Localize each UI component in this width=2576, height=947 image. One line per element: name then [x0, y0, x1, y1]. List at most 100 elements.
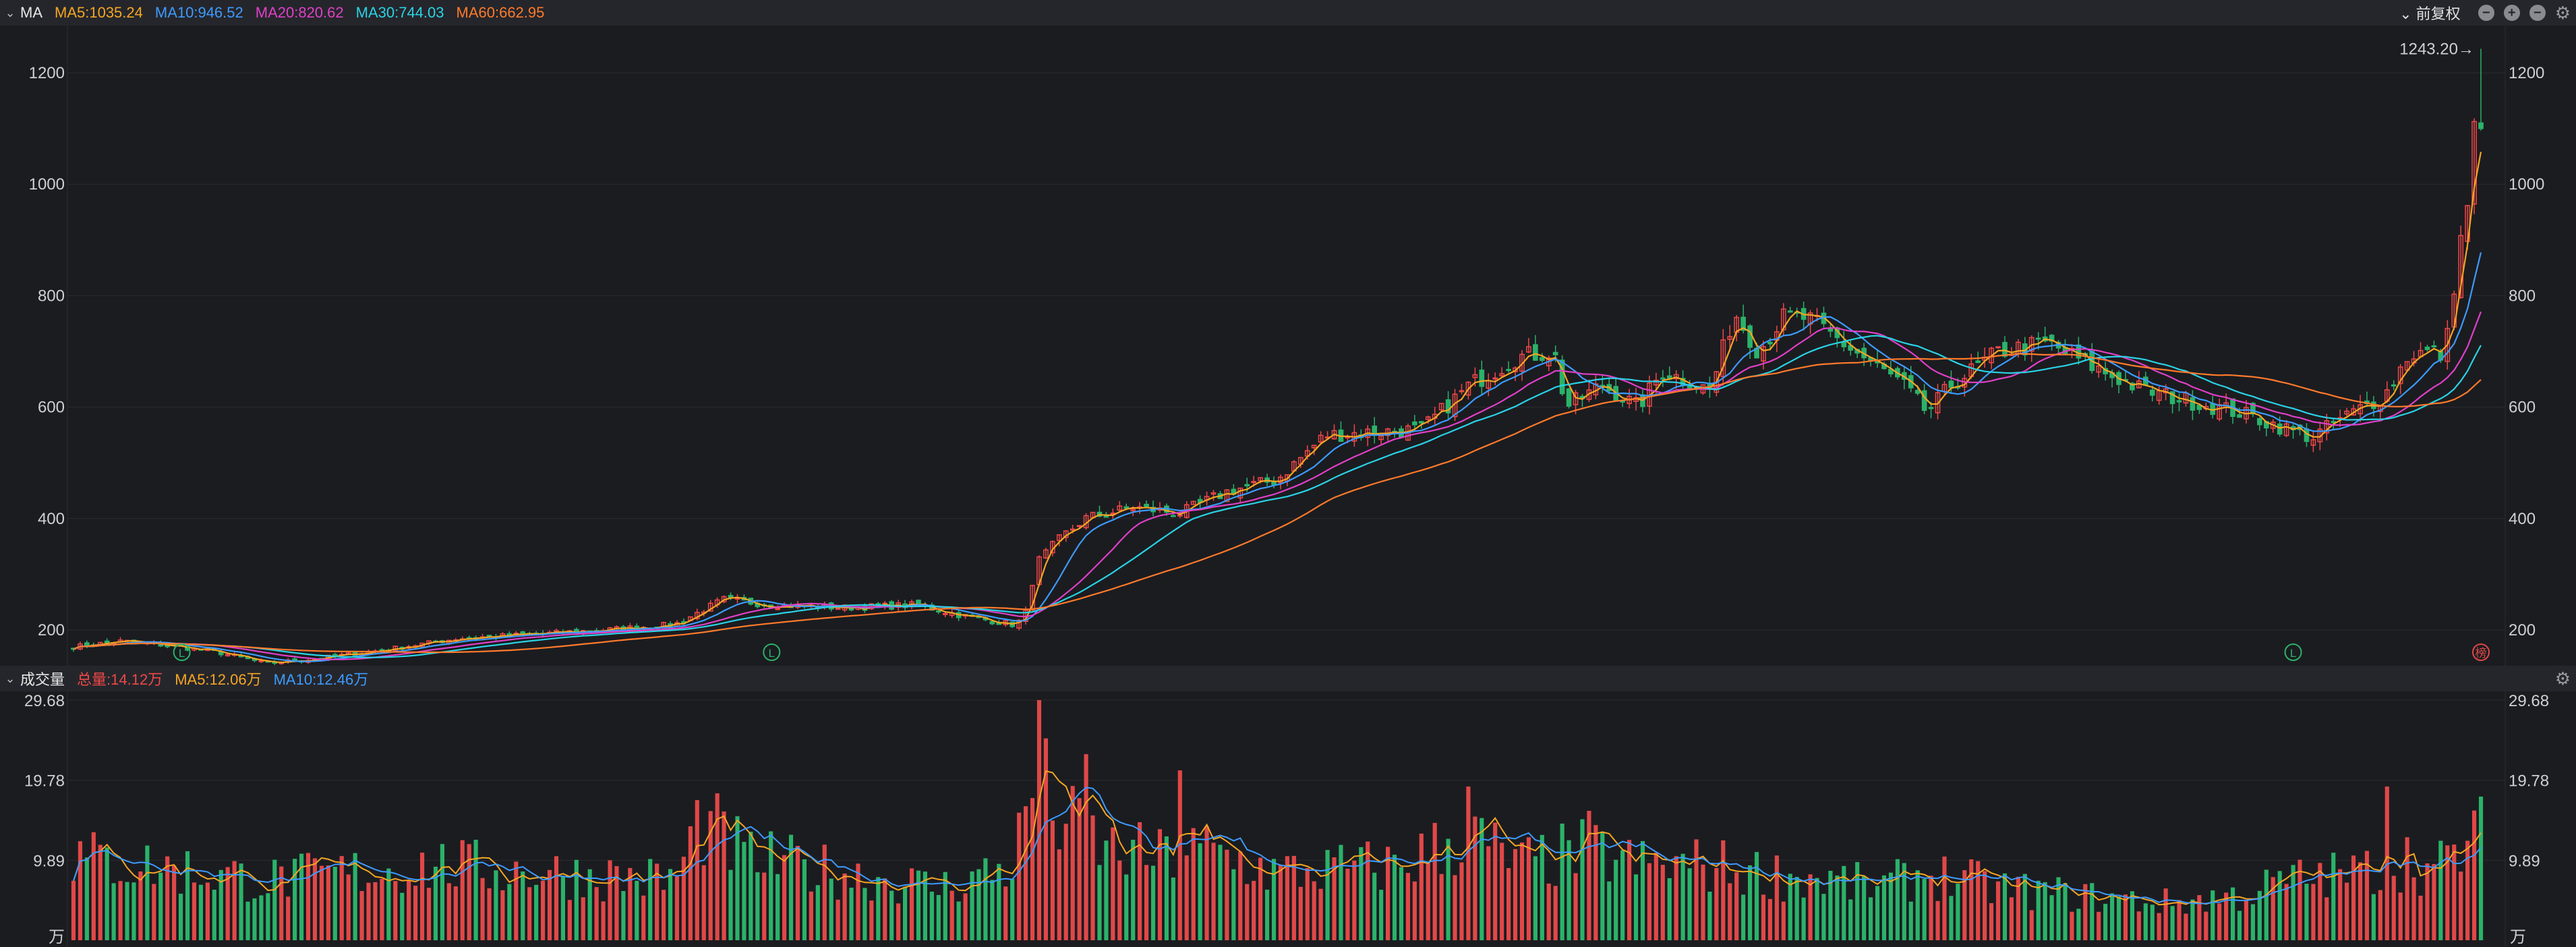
- volume-bar: [2250, 904, 2255, 940]
- volume-bar: [2358, 862, 2363, 940]
- volume-chart[interactable]: 9.89 9.89 19.78 19.78 29.68 29.68 万 万: [0, 691, 2576, 947]
- candle-body: [1459, 390, 1465, 393]
- candle-body: [1438, 403, 1444, 411]
- volume-bar: [453, 886, 458, 940]
- volume-title[interactable]: 成交量: [20, 671, 65, 688]
- event-marker-1[interactable]: [763, 643, 781, 661]
- candle-body: [2257, 418, 2262, 426]
- volume-bar: [2338, 869, 2343, 940]
- volume-bar: [2224, 892, 2229, 940]
- volume-bar: [976, 869, 981, 940]
- price-tick-left: 400: [38, 510, 65, 528]
- volume-bar: [1828, 871, 1833, 940]
- candle-body: [2445, 328, 2451, 362]
- candle-body: [1190, 500, 1196, 505]
- candle-body: [2458, 235, 2464, 298]
- volume-bar: [514, 861, 519, 940]
- minus-circle-icon[interactable]: −: [2478, 5, 2494, 21]
- candle-body: [2149, 389, 2155, 396]
- volume-bar: [956, 901, 961, 940]
- ma-line-MA30: [73, 335, 2482, 658]
- volume-bar: [1983, 871, 1987, 940]
- volume-bar: [2070, 911, 2074, 940]
- volume-bar: [165, 856, 170, 940]
- collapse-chevron-icon[interactable]: ⌄: [5, 671, 16, 685]
- volume-bar: [527, 887, 532, 940]
- volume-bar: [1419, 833, 1424, 940]
- volume-bar: [2418, 895, 2423, 940]
- volume-bar: [487, 888, 492, 940]
- volume-bar: [1902, 863, 1906, 940]
- event-marker-label: L: [179, 647, 185, 660]
- ma-legend-1: MA10:946.52: [154, 4, 243, 21]
- volume-bar: [534, 884, 539, 940]
- volume-bar: [339, 856, 344, 940]
- adjust-mode-dropdown[interactable]: ⌄ 前复权: [2399, 5, 2461, 22]
- volume-bar: [1070, 786, 1075, 940]
- price-tick-left: 200: [38, 621, 65, 639]
- volume-bar: [192, 882, 197, 940]
- event-marker-0[interactable]: [173, 643, 191, 661]
- plus-circle-icon[interactable]: +: [2503, 5, 2520, 21]
- volume-bar: [2049, 895, 2054, 940]
- collapse-chevron-icon[interactable]: ⌄: [5, 5, 16, 20]
- event-marker-3[interactable]: [2472, 643, 2490, 661]
- volume-bar: [1788, 873, 1792, 940]
- volume-bar: [2231, 887, 2235, 940]
- ma-legend-2: MA20:820.62: [255, 4, 344, 21]
- candle-body: [2190, 397, 2196, 411]
- volume-bar: [1701, 864, 1705, 940]
- volume-bar: [1493, 822, 1498, 940]
- candle-body: [1224, 489, 1230, 503]
- volume-bar: [1426, 861, 1430, 940]
- volume-bar: [1674, 856, 1678, 940]
- minus-circle-icon[interactable]: −: [2529, 5, 2546, 21]
- volume-bar: [1640, 840, 1645, 940]
- gear-icon[interactable]: ⚙: [2554, 2, 2571, 23]
- volume-bar: [1567, 840, 1571, 940]
- candle-body: [2324, 420, 2330, 434]
- volume-bar: [1432, 823, 1437, 940]
- volume-bar: [2438, 840, 2443, 940]
- volume-bar: [2391, 876, 2396, 940]
- gear-icon[interactable]: ⚙: [2554, 668, 2571, 689]
- volume-bar: [594, 887, 599, 940]
- volume-bar: [1412, 881, 1417, 940]
- event-marker-2[interactable]: [2284, 643, 2302, 661]
- volume-bar: [1238, 851, 1243, 940]
- volume-bar: [1366, 841, 1370, 940]
- volume-bar: [749, 832, 753, 940]
- volume-bar: [1815, 878, 1819, 940]
- volume-bar: [2184, 913, 2188, 940]
- volume-bar: [1077, 798, 1082, 940]
- candle-body: [2344, 410, 2349, 415]
- volume-bar: [2411, 877, 2416, 940]
- volume-bar: [1627, 840, 1632, 940]
- volume-bar: [1225, 849, 1229, 940]
- volume-bar: [1084, 754, 1088, 940]
- candlestick-chart[interactable]: 200 200 400 400 600 600 800 800 1000 1000 1200 1200…: [0, 26, 2576, 666]
- price-tick-right: 600: [2509, 399, 2536, 417]
- candle-body: [1117, 505, 1123, 511]
- candle-body: [1928, 407, 1934, 409]
- volume-bar: [648, 859, 653, 940]
- candle-body: [2283, 423, 2289, 436]
- indicator-title[interactable]: MA: [20, 4, 42, 21]
- candle-body: [2424, 346, 2430, 350]
- candle-body: [1425, 416, 1431, 420]
- volume-bar: [1875, 886, 1880, 940]
- volume-bar: [2170, 906, 2175, 940]
- event-marker-label: L: [2290, 647, 2296, 660]
- volume-bar: [1761, 894, 1766, 940]
- candle-body: [2277, 423, 2283, 435]
- candle-body: [2397, 366, 2403, 384]
- volume-bar: [319, 865, 324, 940]
- candle-body: [1552, 351, 1558, 355]
- volume-bar: [701, 865, 706, 940]
- candle-body: [1653, 379, 1659, 386]
- volume-bar: [836, 899, 840, 940]
- volume-bar: [1204, 826, 1209, 940]
- volume-bar: [1177, 770, 1182, 940]
- volume-bar: [2405, 837, 2409, 940]
- volume-bar: [1184, 855, 1189, 940]
